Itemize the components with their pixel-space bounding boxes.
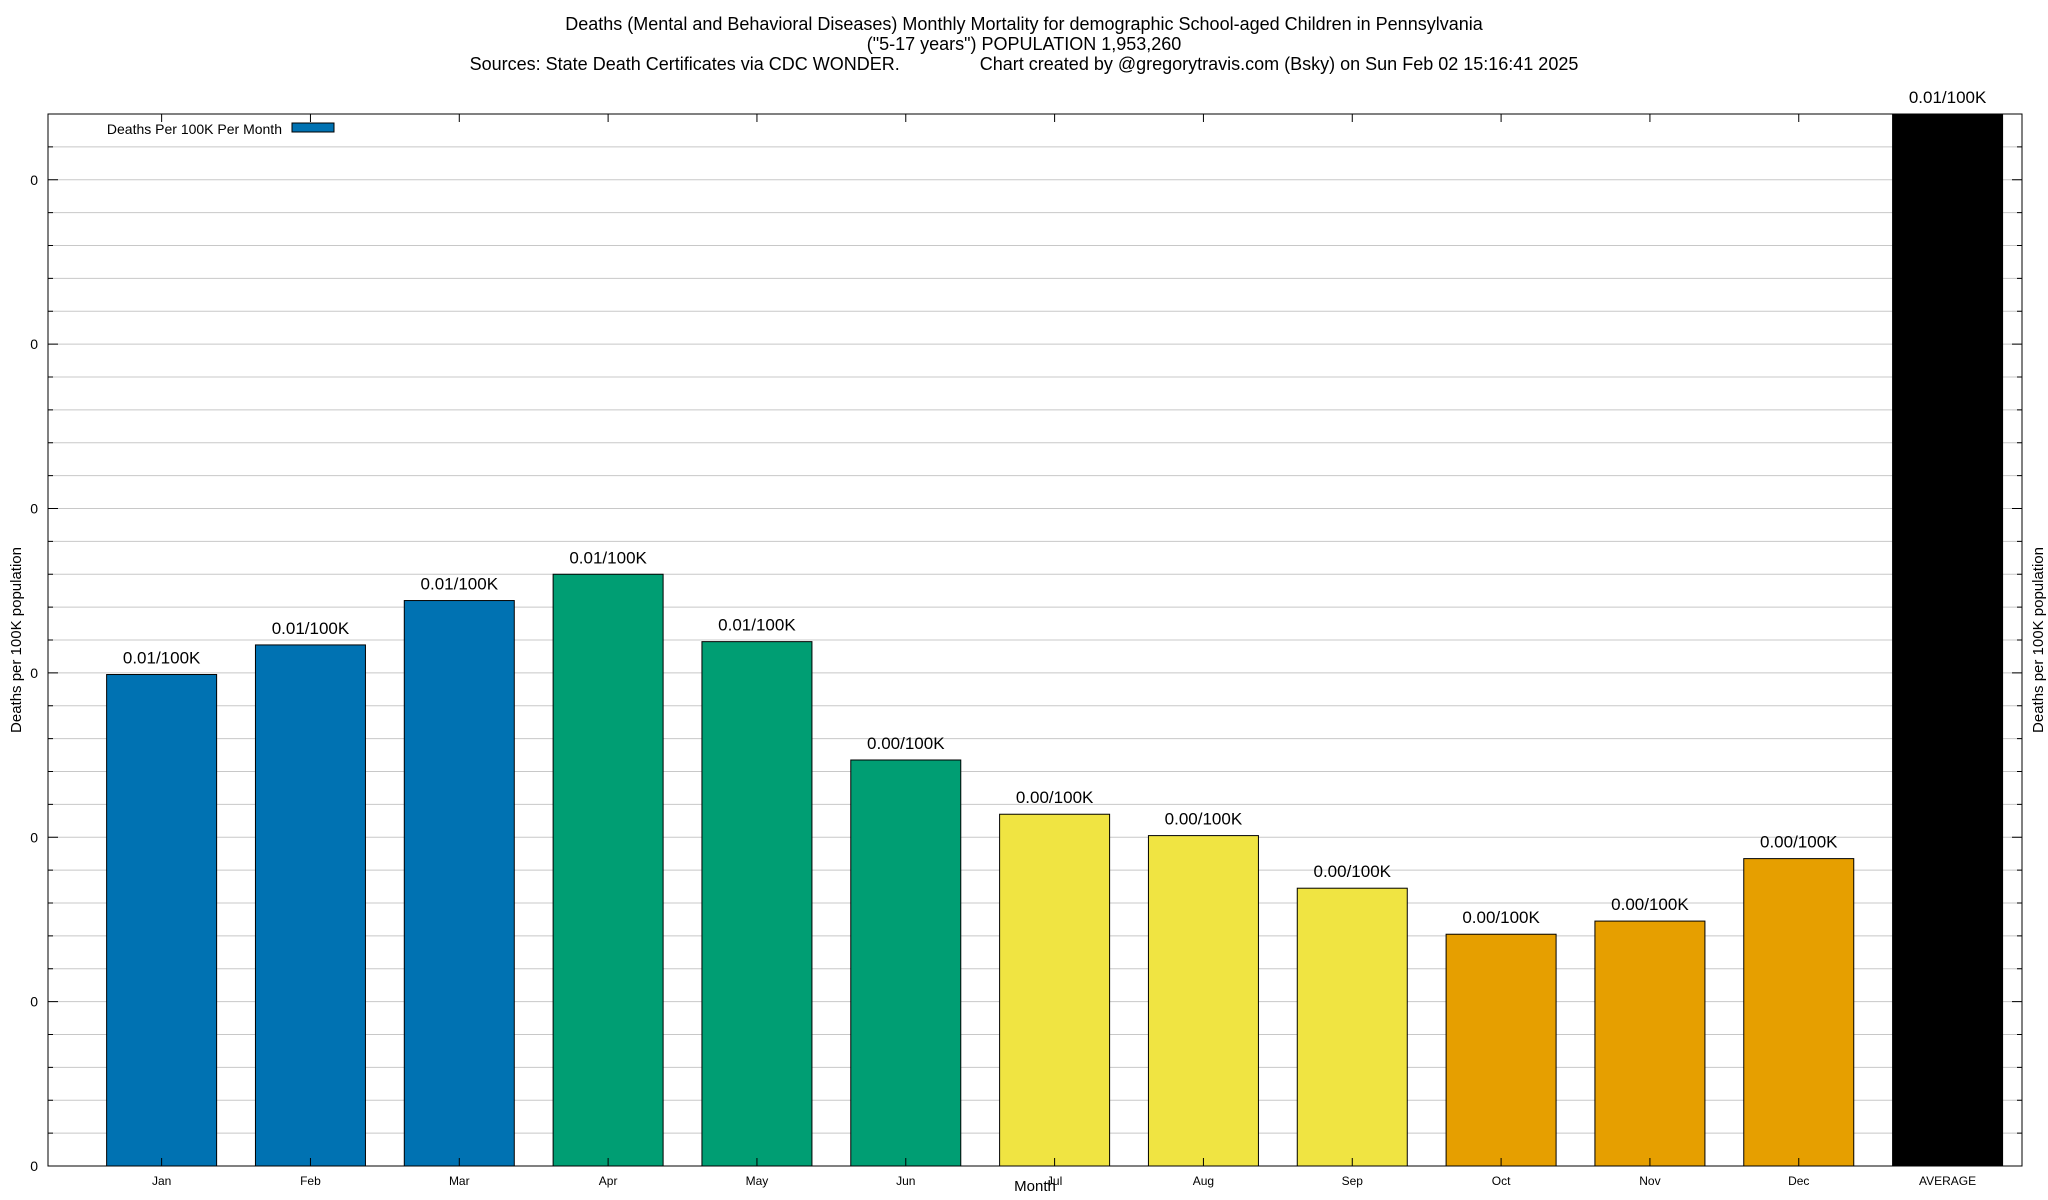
bar-value-label: 0.00/100K [1165,810,1243,829]
bar-value-label: 0.00/100K [1611,895,1689,914]
x-tick-label: Oct [1492,1174,1511,1188]
x-tick-label: Mar [449,1174,470,1188]
legend-label: Deaths Per 100K Per Month [107,121,282,137]
x-tick-label: Nov [1639,1174,1660,1188]
x-tick-label: Dec [1788,1174,1809,1188]
y-tick-label: 0 [30,665,38,681]
bar [1147,835,1259,1167]
bar-value-label: 0.01/100K [718,616,796,635]
bar [850,759,962,1167]
bar-value-label: 0.00/100K [1760,833,1838,852]
y-axis-label: Deaths per 100K population [8,547,25,733]
x-axis-label: Month [1014,1178,1056,1195]
chart-title-line-3: Sources: State Death Certificates via CD… [469,54,1579,74]
bar [1445,933,1557,1167]
bar [403,600,515,1167]
bars-layer [106,113,2004,1167]
x-tick-label: Feb [300,1174,321,1188]
bar [106,674,218,1167]
y-tick-label: 0 [30,994,38,1010]
legend: Deaths Per 100K Per Month [107,121,335,137]
bar [701,641,813,1167]
bar-value-label: 0.00/100K [867,734,945,753]
x-tick-label: Apr [599,1174,618,1188]
bar-value-label: 0.01/100K [272,619,350,638]
x-tick-label: May [746,1174,769,1188]
chart-title-line-2: ("5-17 years") POPULATION 1,953,260 [866,34,1182,54]
bar [1743,858,1855,1167]
y-tick-label: 0 [30,501,38,517]
y-tick-label: 0 [30,172,38,188]
bar-value-label: 0.01/100K [421,575,499,594]
bar-value-label: 0.01/100K [1909,88,1987,107]
bar [999,813,1111,1167]
ticks-layer [48,113,2022,1167]
bar [1892,113,2004,1167]
y-tick-label: 0 [30,336,38,352]
x-tick-label: Jan [152,1174,171,1188]
bar-value-label: 0.00/100K [1016,788,1094,807]
x-tick-label: Jun [896,1174,915,1188]
labels-layer: 0 0 0 0 0 0 0 0.01/100K Jan 0.01/100K Feb 0.01/100K… [30,88,1987,1188]
bar-value-label: 0.00/100K [1314,862,1392,881]
x-tick-label: AVERAGE [1919,1174,1976,1188]
bar-value-label: 0.01/100K [569,548,647,567]
legend-swatch [291,122,335,133]
bar [552,573,664,1167]
bar [254,644,366,1167]
y2-axis-label: Deaths per 100K population [2030,547,2047,733]
x-tick-label: Aug [1193,1174,1214,1188]
bar [1594,920,1706,1167]
bar-value-label: 0.01/100K [123,649,201,668]
x-tick-label: Jul [1047,1174,1062,1188]
x-tick-label: Sep [1342,1174,1364,1188]
y-tick-label: 0 [30,829,38,845]
y-tick-label: 0 [30,1158,38,1174]
bar [1296,887,1408,1167]
bar-value-label: 0.00/100K [1462,908,1540,927]
chart-title-line-1: Deaths (Mental and Behavioral Diseases) … [565,14,1483,34]
